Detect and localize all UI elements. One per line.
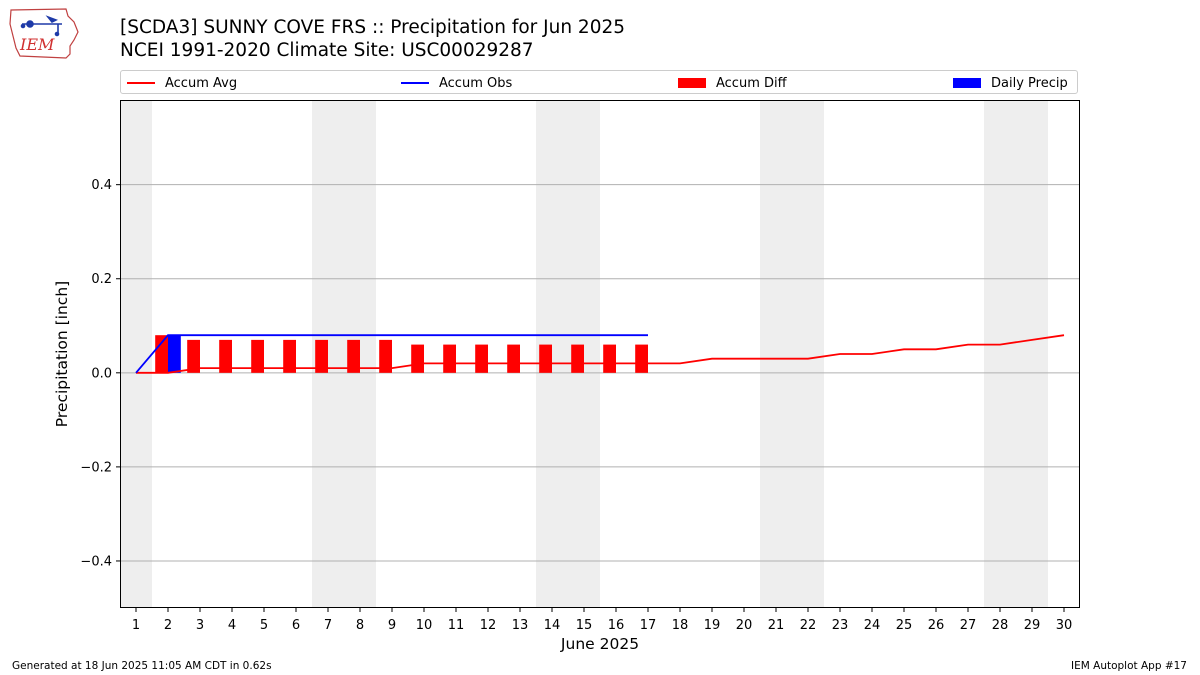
weekend-shade-day-1 bbox=[120, 100, 152, 608]
accum-diff-bar-day-2 bbox=[155, 335, 168, 373]
x-tick-label: 14 bbox=[544, 618, 561, 633]
x-axis-label: June 2025 bbox=[560, 635, 639, 653]
accum-diff-bar-day-11 bbox=[443, 344, 456, 373]
x-tick-label: 10 bbox=[416, 618, 433, 633]
accum-diff-bar-day-13 bbox=[507, 344, 520, 373]
x-tick-label: 29 bbox=[1024, 618, 1041, 633]
iowa-outline-icon bbox=[9, 8, 79, 59]
x-tick-label: 1 bbox=[132, 618, 140, 633]
y-axis-label: Precipitation [inch] bbox=[53, 281, 71, 427]
weekend-shade-day-22 bbox=[792, 100, 824, 608]
footer-app-text: IEM Autoplot App #17 bbox=[1071, 660, 1187, 672]
x-tick-label: 18 bbox=[672, 618, 689, 633]
legend-label: Accum Obs bbox=[439, 75, 513, 91]
x-tick-label: 5 bbox=[260, 618, 268, 633]
x-tick-label: 21 bbox=[768, 618, 785, 633]
accum-diff-bar-day-6 bbox=[283, 339, 296, 373]
accum-diff-bar-day-9 bbox=[379, 339, 392, 373]
x-tick-label: 20 bbox=[736, 618, 753, 633]
y-tick-label: 0.0 bbox=[91, 366, 112, 381]
legend-swatch bbox=[678, 78, 706, 88]
legend-item-daily-precip: Daily Precip bbox=[953, 74, 1068, 92]
legend-label: Accum Avg bbox=[165, 75, 238, 91]
chart-subtitle: NCEI 1991-2020 Climate Site: USC00029287 bbox=[120, 40, 534, 61]
legend-item-accum-obs: Accum Obs bbox=[401, 74, 512, 92]
x-tick-label: 17 bbox=[640, 618, 657, 633]
y-tick-label: −0.2 bbox=[80, 460, 112, 475]
y-tick-label: 0.4 bbox=[91, 178, 112, 193]
x-tick-label: 13 bbox=[512, 618, 529, 633]
weekend-shade-day-29 bbox=[1016, 100, 1048, 608]
x-tick-label: 2 bbox=[164, 618, 172, 633]
legend-swatch bbox=[127, 82, 155, 84]
chart-legend: Accum Avg Accum Obs Accum Diff Daily Precip bbox=[120, 70, 1078, 94]
accum-diff-bar-day-3 bbox=[187, 339, 200, 373]
legend-label: Accum Diff bbox=[716, 75, 787, 91]
x-tick-label: 23 bbox=[832, 618, 849, 633]
weather-station-icon bbox=[20, 15, 62, 37]
x-tick-label: 22 bbox=[800, 618, 817, 633]
accum-diff-bar-day-12 bbox=[475, 344, 488, 373]
x-tick-label: 28 bbox=[992, 618, 1009, 633]
accum-avg-line bbox=[136, 334, 1065, 374]
x-tick-label: 9 bbox=[388, 618, 396, 633]
legend-item-accum-diff: Accum Diff bbox=[678, 74, 787, 92]
accum-diff-bar-day-7 bbox=[315, 339, 328, 373]
accum-diff-bar-day-10 bbox=[411, 344, 424, 373]
x-tick-label: 19 bbox=[704, 618, 721, 633]
daily-precip-bar-day-2 bbox=[168, 335, 181, 373]
x-tick-label: 12 bbox=[480, 618, 497, 633]
accum-diff-bar-day-14 bbox=[539, 344, 552, 373]
legend-swatch bbox=[401, 82, 429, 84]
weekend-shade-day-21 bbox=[760, 100, 792, 608]
legend-label: Daily Precip bbox=[991, 75, 1068, 91]
weekend-shade-day-28 bbox=[984, 100, 1016, 608]
x-tick-label: 27 bbox=[960, 618, 977, 633]
y-tick-label: −0.4 bbox=[80, 554, 112, 569]
legend-item-accum-avg: Accum Avg bbox=[127, 74, 237, 92]
x-tick-label: 30 bbox=[1056, 618, 1073, 633]
accum-diff-bar-day-4 bbox=[219, 339, 232, 373]
accum-obs-line bbox=[135, 334, 648, 374]
accum-diff-bar-day-5 bbox=[251, 339, 264, 373]
x-tick-label: 6 bbox=[292, 618, 300, 633]
y-tick-label: 0.2 bbox=[91, 272, 112, 287]
accum-diff-bar-day-17 bbox=[635, 344, 648, 373]
x-tick-label: 11 bbox=[448, 618, 465, 633]
logo-text: IEM bbox=[19, 35, 55, 54]
x-tick-label: 24 bbox=[864, 618, 881, 633]
x-tick-label: 4 bbox=[228, 618, 236, 633]
x-tick-label: 3 bbox=[196, 618, 204, 633]
accum-diff-bar-day-16 bbox=[603, 344, 616, 373]
x-tick-label: 8 bbox=[356, 618, 364, 633]
iem-logo: IEM bbox=[9, 8, 79, 59]
accum-diff-bar-day-15 bbox=[571, 344, 584, 373]
x-tick-label: 16 bbox=[608, 618, 625, 633]
chart-title: [SCDA3] SUNNY COVE FRS :: Precipitation … bbox=[120, 17, 626, 38]
x-tick-label: 25 bbox=[896, 618, 913, 633]
x-tick-label: 15 bbox=[576, 618, 593, 633]
x-tick-label: 7 bbox=[324, 618, 332, 633]
accum-diff-bar-day-8 bbox=[347, 339, 360, 373]
plot-frame bbox=[120, 100, 1080, 608]
legend-swatch bbox=[953, 78, 981, 88]
x-tick-label: 26 bbox=[928, 618, 945, 633]
footer-generated-text: Generated at 18 Jun 2025 11:05 AM CDT in… bbox=[12, 660, 272, 672]
